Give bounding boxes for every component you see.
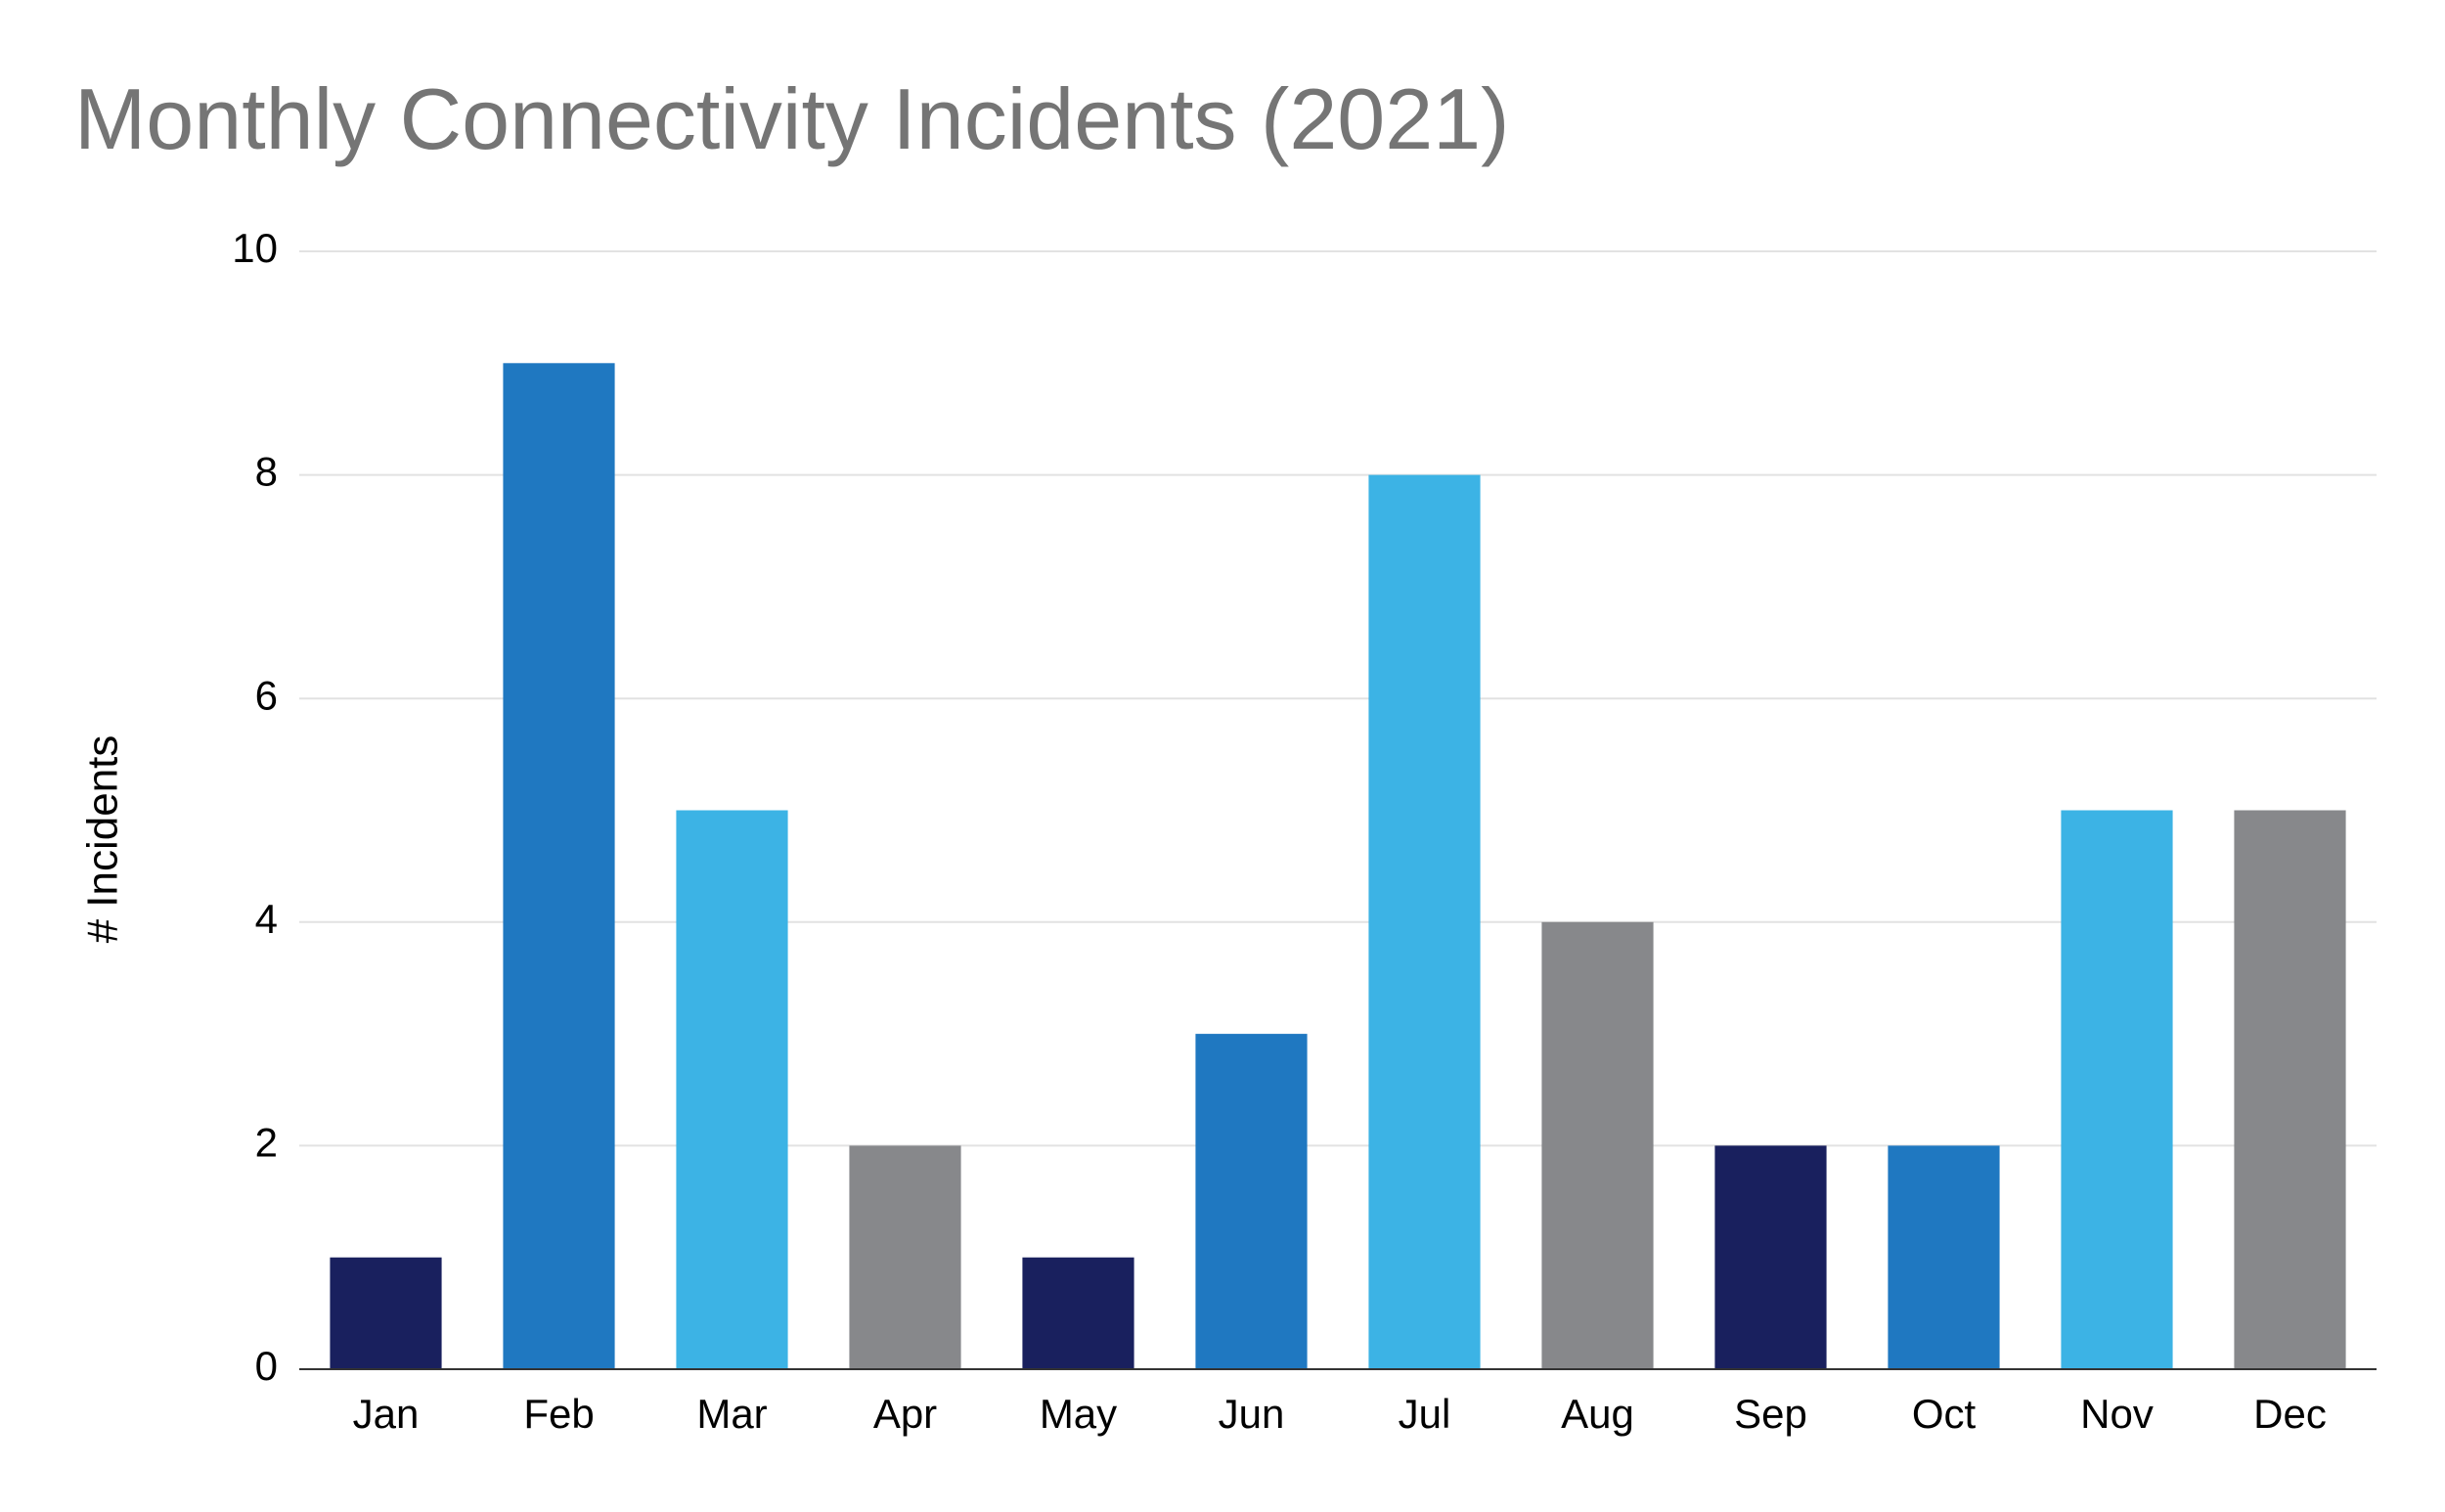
y-tick-label: 8 bbox=[255, 449, 278, 495]
x-tick-label: Oct bbox=[1912, 1391, 1977, 1437]
bar-dec bbox=[2234, 810, 2346, 1369]
y-tick-label: 6 bbox=[255, 672, 278, 718]
bar-jun bbox=[1195, 1034, 1308, 1369]
x-tick-label: Dec bbox=[2253, 1391, 2327, 1437]
y-axis-ticks: 0 2 4 6 8 10 bbox=[232, 225, 278, 1389]
x-tick-label: Sep bbox=[1734, 1391, 1807, 1437]
chart-title: Monthly Connectivity Incidents (2021) bbox=[74, 70, 1510, 167]
x-tick-label: Apr bbox=[873, 1391, 937, 1437]
x-tick-label: Jul bbox=[1399, 1391, 1451, 1437]
x-tick-label: Mar bbox=[696, 1391, 767, 1437]
y-tick-label: 2 bbox=[255, 1119, 278, 1165]
gridlines bbox=[299, 250, 2377, 1147]
bar-jul bbox=[1368, 474, 1481, 1370]
x-tick-label: Nov bbox=[2080, 1391, 2154, 1437]
bar-feb bbox=[503, 363, 615, 1369]
x-tick-label: Aug bbox=[1561, 1391, 1634, 1437]
y-tick-label: 10 bbox=[232, 225, 278, 271]
x-axis-ticks: Jan Feb Mar Apr May Jun Jul Aug Sep Oct Nov Dec bbox=[353, 1391, 2327, 1437]
bar-nov bbox=[2061, 810, 2173, 1369]
y-tick-label: 4 bbox=[255, 896, 278, 942]
y-axis-title: # Incidents bbox=[79, 735, 127, 944]
bar-apr bbox=[849, 1145, 961, 1369]
x-tick-label: Jun bbox=[1219, 1391, 1285, 1437]
bars bbox=[330, 363, 2346, 1370]
bar-jan bbox=[330, 1257, 442, 1369]
bar-oct bbox=[1888, 1145, 2000, 1369]
bar-sep bbox=[1714, 1145, 1827, 1369]
y-tick-label: 0 bbox=[255, 1343, 278, 1389]
x-tick-label: Jan bbox=[353, 1391, 420, 1437]
bar-mar bbox=[676, 810, 788, 1369]
bar-may bbox=[1022, 1257, 1134, 1369]
bar-aug bbox=[1541, 921, 1654, 1369]
x-tick-label: May bbox=[1040, 1391, 1117, 1437]
x-tick-label: Feb bbox=[523, 1391, 594, 1437]
